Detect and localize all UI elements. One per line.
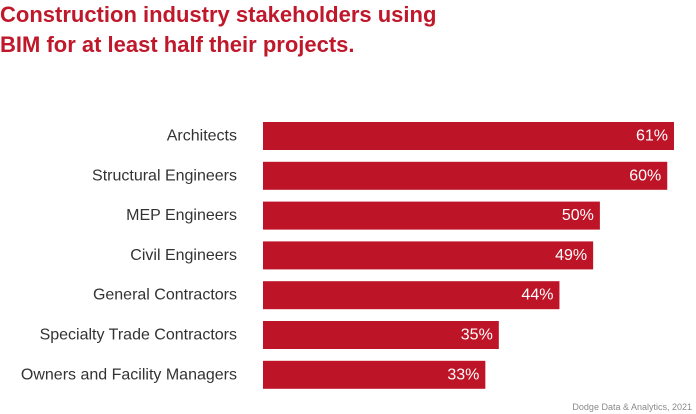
value-label-general-contractors: 44% bbox=[521, 287, 553, 304]
source-note: Dodge Data & Analytics, 2021 bbox=[572, 402, 692, 412]
value-label-architects: 61% bbox=[636, 128, 668, 145]
bar-general-contractors bbox=[263, 281, 560, 310]
bar-architects bbox=[263, 122, 674, 150]
value-label-structural-engineers: 60% bbox=[629, 167, 661, 184]
category-label-architects: Architects bbox=[167, 128, 237, 145]
category-label-mep-engineers: MEP Engineers bbox=[126, 207, 237, 224]
bar-structural-engineers bbox=[263, 161, 668, 190]
category-label-specialty-trade-contractors: Specialty Trade Contractors bbox=[40, 327, 237, 344]
chart-title-line-1: Construction industry stakeholders using bbox=[0, 2, 437, 27]
value-label-owners-and-facility-managers: 33% bbox=[447, 366, 479, 383]
bar-civil-engineers bbox=[263, 241, 594, 270]
bar-owners-and-facility-managers bbox=[263, 360, 486, 389]
bar-specialty-trade-contractors bbox=[263, 321, 499, 349]
chart-title: Construction industry stakeholders using… bbox=[0, 0, 600, 60]
category-label-owners-and-facility-managers: Owners and Facility Managers bbox=[21, 366, 237, 383]
category-label-general-contractors: General Contractors bbox=[93, 287, 237, 304]
category-label-civil-engineers: Civil Engineers bbox=[130, 247, 237, 264]
value-label-mep-engineers: 50% bbox=[562, 207, 594, 224]
chart-title-line-2: BIM for at least half their projects. bbox=[0, 32, 355, 57]
category-label-structural-engineers: Structural Engineers bbox=[92, 167, 237, 184]
value-label-specialty-trade-contractors: 35% bbox=[461, 327, 493, 344]
bar-mep-engineers bbox=[263, 201, 600, 230]
value-label-civil-engineers: 49% bbox=[555, 247, 587, 264]
